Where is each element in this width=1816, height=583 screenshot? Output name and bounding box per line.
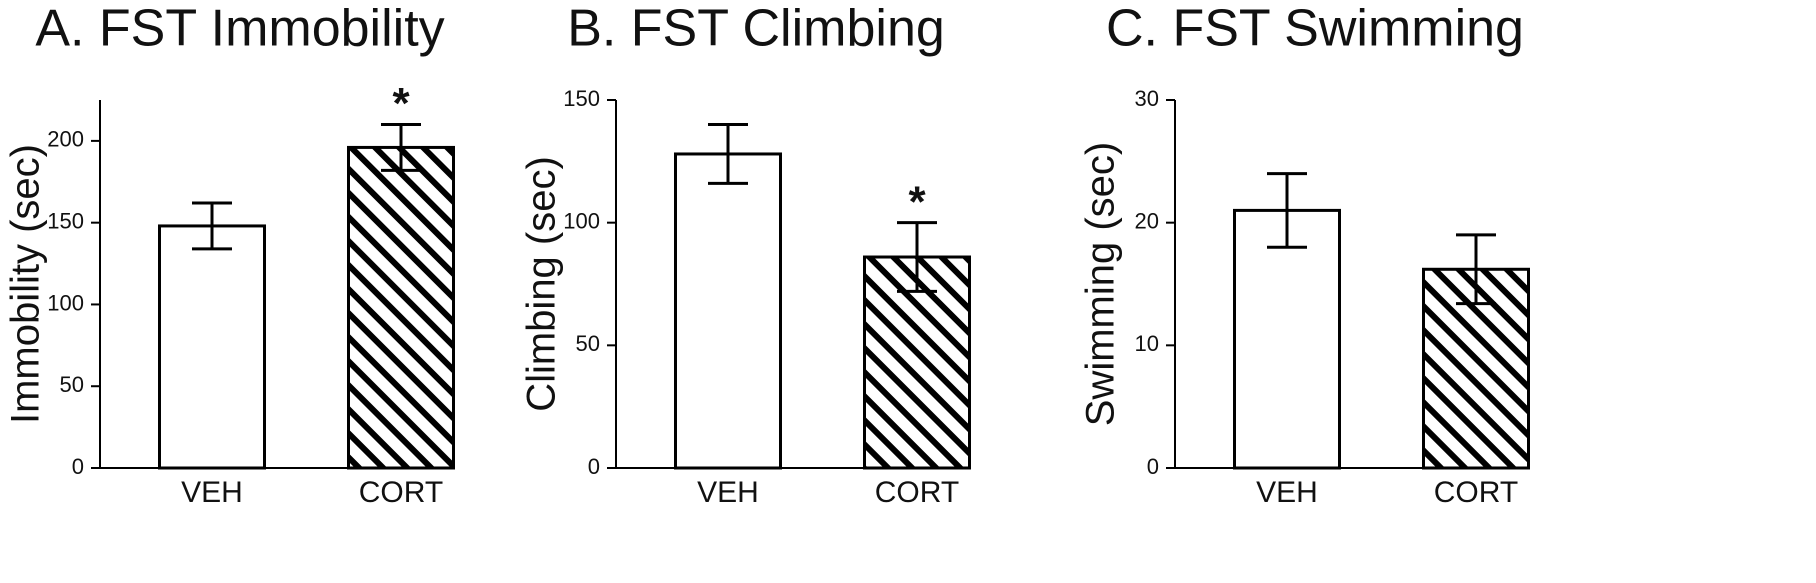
x-tick-label: VEH xyxy=(1256,476,1318,509)
y-tick-label: 10 xyxy=(1135,331,1159,356)
y-tick-label: 150 xyxy=(563,86,600,111)
bar xyxy=(158,224,266,470)
y-tick-label: 200 xyxy=(47,127,84,152)
significance-marker: * xyxy=(392,79,410,128)
error-bar xyxy=(192,201,232,251)
error-bar xyxy=(381,123,421,172)
y-axis-label: Swimming (sec) xyxy=(1079,142,1123,426)
bar xyxy=(347,145,455,470)
error-bar xyxy=(897,221,937,293)
y-tick-label: 0 xyxy=(588,454,600,479)
x-tick-label: CORT xyxy=(359,476,443,509)
chart-title: C. FST Swimming xyxy=(1106,0,1524,58)
x-tick-label: VEH xyxy=(697,476,759,509)
chart-title: A. FST Immobility xyxy=(35,0,444,58)
significance-marker: * xyxy=(908,177,926,226)
error-bar xyxy=(1456,233,1496,306)
y-axis-label: Climbing (sec) xyxy=(520,156,564,412)
y-tick-label: 50 xyxy=(576,331,600,356)
x-tick-label: VEH xyxy=(181,476,243,509)
bar xyxy=(674,152,782,470)
y-tick-label: 100 xyxy=(563,208,600,233)
y-tick-label: 0 xyxy=(72,454,84,479)
chart-title: B. FST Climbing xyxy=(567,0,945,58)
y-axis-label: Immobility (sec) xyxy=(4,144,48,424)
y-tick-label: 100 xyxy=(47,290,84,315)
error-bar xyxy=(1267,172,1307,249)
x-tick-label: CORT xyxy=(1434,476,1518,509)
y-tick-label: 30 xyxy=(1135,86,1159,111)
y-tick-label: 50 xyxy=(60,372,84,397)
x-tick-label: CORT xyxy=(875,476,959,509)
y-tick-label: 150 xyxy=(47,208,84,233)
y-tick-label: 0 xyxy=(1147,454,1159,479)
error-bar xyxy=(708,123,748,185)
y-tick-label: 20 xyxy=(1135,208,1159,233)
bar xyxy=(1233,208,1341,470)
